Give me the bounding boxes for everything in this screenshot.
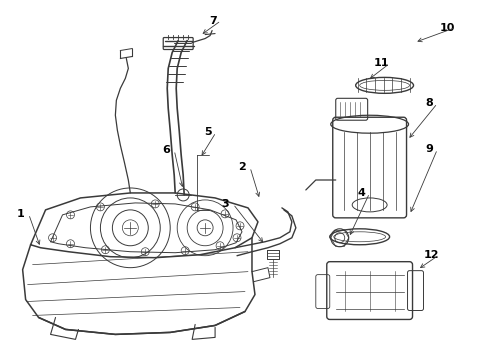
Text: 1: 1 [17, 209, 24, 219]
Text: 5: 5 [204, 127, 212, 137]
Text: 6: 6 [162, 145, 170, 155]
Text: 9: 9 [425, 144, 434, 154]
Text: 10: 10 [440, 23, 455, 33]
Text: 4: 4 [358, 188, 366, 198]
Text: 7: 7 [209, 15, 217, 26]
Text: 11: 11 [374, 58, 390, 68]
Text: 12: 12 [424, 250, 439, 260]
Text: 3: 3 [221, 199, 229, 209]
Text: 8: 8 [426, 98, 433, 108]
Text: 2: 2 [238, 162, 246, 172]
